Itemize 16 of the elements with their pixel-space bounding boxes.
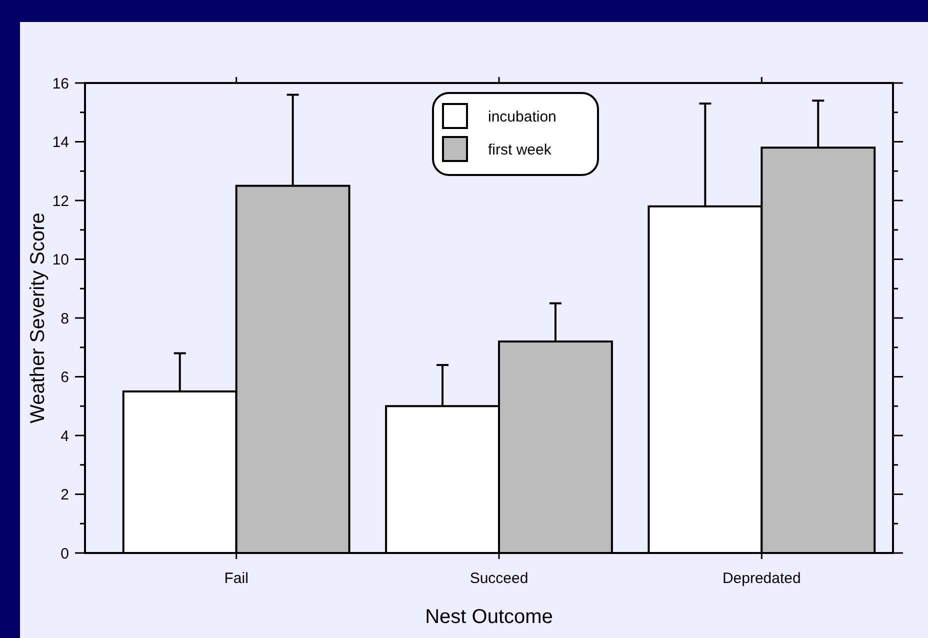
x-axis-title: Nest Outcome bbox=[425, 606, 553, 628]
y-tick-label: 4 bbox=[60, 428, 69, 445]
legend-label: first week bbox=[488, 141, 552, 158]
x-tick-label: Succeed bbox=[470, 570, 528, 587]
x-tick-label: Depredated bbox=[722, 570, 801, 587]
y-tick-label: 8 bbox=[60, 310, 69, 328]
y-tick-label: 2 bbox=[60, 486, 69, 504]
y-tick-label: 0 bbox=[60, 545, 69, 562]
legend-label: incubation bbox=[488, 108, 556, 126]
x-tick-label: Fail bbox=[224, 570, 248, 587]
y-tick-label: 14 bbox=[52, 134, 69, 151]
y-axis-title: Weather Severity Score bbox=[27, 212, 49, 424]
y-tick-label: 10 bbox=[52, 252, 69, 268]
y-tick-label: 12 bbox=[52, 192, 69, 210]
y-tick-label: 6 bbox=[60, 369, 69, 386]
y-tick-label: 16 bbox=[52, 75, 69, 92]
